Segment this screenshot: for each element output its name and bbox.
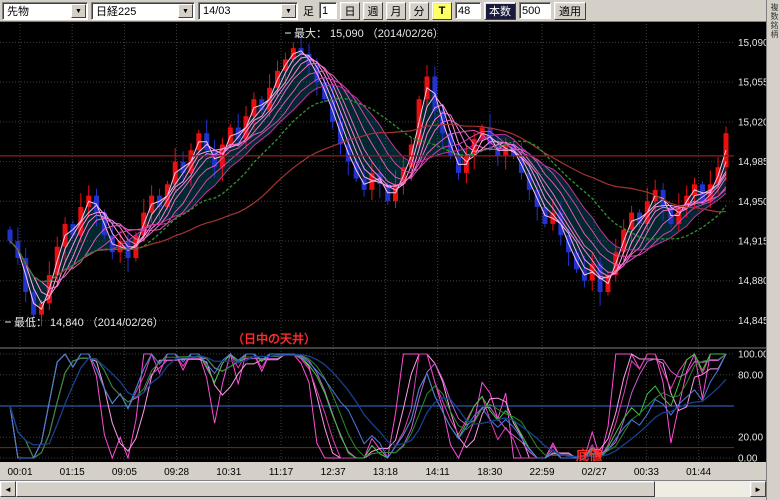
- symbol-select[interactable]: 日経225 ▼: [91, 1, 195, 20]
- tick-button[interactable]: T: [432, 1, 452, 20]
- instrument-select[interactable]: 先物 ▼: [2, 1, 88, 20]
- x-axis-label: 18:30: [477, 467, 502, 478]
- x-axis-label: 01:15: [60, 467, 85, 478]
- x-axis-label: 12:37: [321, 467, 346, 478]
- count-button[interactable]: 本数: [484, 1, 516, 20]
- x-axis-label: 00:33: [634, 467, 659, 478]
- x-axis-label: 09:28: [164, 467, 189, 478]
- price-axis-label: 14,845: [738, 316, 766, 327]
- x-axis-label: 22:59: [529, 467, 554, 478]
- x-axis-label: 13:18: [373, 467, 398, 478]
- side-panel-tab[interactable]: 複数銘柄: [766, 0, 780, 500]
- interval-input[interactable]: [319, 2, 337, 19]
- oscillator-axis-label: 0.00: [738, 454, 758, 465]
- bars-input[interactable]: [519, 2, 551, 19]
- price-axis-label: 14,950: [738, 197, 766, 208]
- horizontal-scrollbar[interactable]: ◄ ►: [0, 480, 766, 497]
- oscillator-axis-label: 100.00: [738, 350, 766, 361]
- oscillator-axis-label: 20.00: [738, 433, 763, 444]
- apply-button[interactable]: 適用: [554, 1, 586, 20]
- side-panel-tab-label: 複数銘柄: [770, 3, 779, 39]
- chevron-down-icon[interactable]: ▼: [178, 3, 193, 18]
- x-axis-label: 11:17: [269, 467, 294, 478]
- scrollbar-track[interactable]: [16, 481, 750, 497]
- x-axis-label: 10:31: [216, 467, 241, 478]
- x-axis-label: 00:01: [7, 467, 32, 478]
- price-axis-label: 14,985: [738, 157, 766, 168]
- period-day-button[interactable]: 日: [340, 1, 360, 20]
- scrollbar-thumb[interactable]: [16, 481, 655, 497]
- min-price-annotation: 最低： 14,840 （2014/02/26）: [14, 316, 164, 329]
- x-axis-label: 02/27: [582, 467, 607, 478]
- contract-month-select-value: 14/03: [203, 4, 231, 17]
- ceiling-annotation: （日中の天井）: [232, 331, 316, 346]
- instrument-select-value: 先物: [7, 5, 29, 18]
- contract-month-select[interactable]: 14/03 ▼: [198, 1, 298, 20]
- price-axis-label: 14,880: [738, 276, 766, 287]
- count-input[interactable]: [455, 2, 481, 19]
- chevron-down-icon[interactable]: ▼: [71, 3, 86, 18]
- price-axis-label: 15,090: [738, 38, 766, 49]
- chart-toolbar: 先物 ▼ 日経225 ▼ 14/03 ▼ 足 日 週 月 分 T 本数 適用: [0, 0, 766, 22]
- period-week-button[interactable]: 週: [363, 1, 383, 20]
- price-axis-label: 15,020: [738, 117, 766, 128]
- period-month-button[interactable]: 月: [386, 1, 406, 20]
- x-axis-label: 01:44: [686, 467, 711, 478]
- bar-type-label: 足: [303, 5, 314, 18]
- period-minute-button[interactable]: 分: [409, 1, 429, 20]
- x-axis-label: 14:11: [425, 467, 450, 478]
- scroll-left-button[interactable]: ◄: [0, 481, 16, 497]
- scroll-right-button[interactable]: ►: [750, 481, 766, 497]
- x-axis-label: 09:05: [112, 467, 137, 478]
- oscillator-axis-label: 80.00: [738, 370, 763, 381]
- max-price-annotation: 最大： 15,090 （2014/02/26）: [294, 26, 444, 40]
- symbol-select-value: 日経225: [96, 5, 137, 18]
- chevron-down-icon[interactable]: ▼: [281, 3, 296, 18]
- chart-canvas[interactable]: 15,090 15,055 15,020 14,985 14,950 14,915 14,8…: [0, 22, 766, 480]
- bottom-annotation: 底値: [576, 448, 602, 463]
- price-axis-label: 14,915: [738, 236, 766, 247]
- price-axis-label: 15,055: [738, 78, 766, 89]
